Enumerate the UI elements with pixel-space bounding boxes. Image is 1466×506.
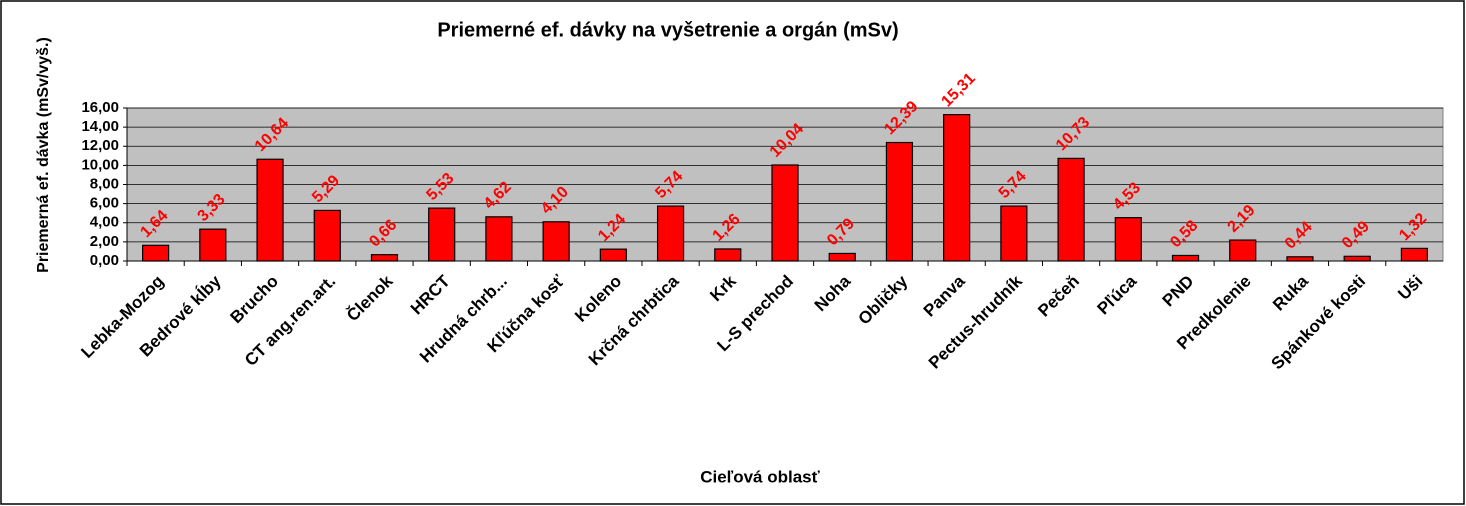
bar: [199, 228, 227, 262]
bar: [1171, 254, 1200, 262]
y-axis-label: Priemerná ef. dávka (mSv/vyš.): [35, 37, 52, 273]
bar: [542, 221, 570, 262]
y-tick-label: 14,00: [81, 118, 119, 135]
y-tick-label: 10,00: [81, 156, 119, 173]
y-tick-label: 12,00: [81, 137, 119, 154]
bar: [313, 209, 341, 262]
chart-title: Priemerné ef. dávky na vyšetrenie a orgá…: [437, 19, 898, 41]
bar: [885, 141, 914, 262]
bar: [771, 164, 799, 262]
bar: [714, 248, 742, 262]
y-tick-label: 2,00: [90, 233, 119, 250]
y-tick-label: 16,00: [81, 99, 119, 116]
y-tick-label: 0,00: [90, 252, 119, 269]
x-axis-label: Cieľová oblasť: [700, 467, 820, 486]
y-tick-label: 6,00: [90, 195, 119, 212]
bar: [256, 158, 284, 262]
bar: [370, 254, 399, 262]
bar: [485, 216, 513, 262]
bar: [656, 205, 685, 262]
bar: [1400, 247, 1428, 262]
bar: [943, 113, 971, 262]
bar: [1229, 239, 1257, 262]
bar: [142, 244, 170, 262]
bar: [1114, 217, 1142, 262]
bar: [1057, 157, 1085, 262]
bar: [428, 207, 456, 262]
y-tick-label: 8,00: [90, 175, 119, 192]
bar: [1000, 205, 1028, 262]
bar: [599, 248, 627, 262]
bar: [828, 252, 856, 262]
y-tick-label: 4,00: [90, 214, 119, 231]
bar: [1286, 256, 1314, 262]
bar: [1343, 255, 1371, 262]
